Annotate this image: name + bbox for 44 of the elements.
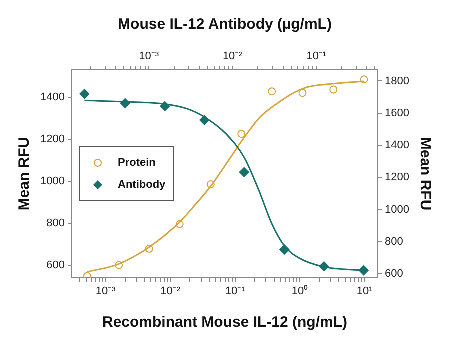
legend-label: Protein: [118, 157, 156, 170]
x-tick-label: 10⁻¹: [306, 50, 327, 62]
y-tick-label: 1400: [40, 91, 65, 104]
point: [80, 89, 90, 100]
point: [83, 272, 92, 278]
point: [200, 115, 210, 126]
y-tick-label: 1400: [385, 140, 410, 152]
y-tick-label: 800: [385, 236, 404, 248]
point: [239, 167, 250, 178]
y-tick-label: 1000: [385, 204, 410, 216]
point: [145, 245, 154, 254]
y-tick-label: 1000: [40, 175, 65, 188]
x-axis-title: Recombinant Mouse IL-12 (ng/mL): [102, 314, 348, 332]
point: [268, 88, 276, 96]
point: [330, 86, 338, 94]
point: [280, 244, 290, 255]
y-tick-label: 1800: [385, 75, 410, 88]
point: [176, 220, 184, 228]
y-tick-label: 1600: [385, 107, 410, 120]
point: [358, 266, 369, 276]
point: [160, 101, 170, 112]
y-axis-title: Mean RFU: [416, 137, 434, 211]
x-tick-label: 10⁻³: [96, 286, 116, 298]
legend-label: Antibody: [118, 179, 167, 192]
point: [360, 76, 368, 84]
y-axis-title: Mean RFU: [16, 137, 34, 211]
x-axis-title: Mouse IL-12 Antibody (µg/mL): [118, 16, 332, 34]
point: [120, 98, 130, 108]
y-tick-label: 1200: [40, 133, 65, 146]
x-tick-label: 10¹: [356, 286, 374, 298]
y-tick-label: 600: [46, 259, 65, 272]
y-tick-label: 800: [46, 217, 65, 230]
point: [115, 261, 124, 270]
x-tick-label: 10⁰: [292, 284, 308, 298]
point: [238, 130, 246, 138]
y-tick-label: 600: [385, 268, 404, 280]
point: [319, 262, 330, 272]
x-tick-label: 10⁻³: [139, 50, 160, 62]
x-tick-label: 10⁻²: [160, 286, 181, 298]
point: [298, 89, 307, 98]
x-tick-label: 10⁻¹: [225, 286, 246, 298]
x-tick-label: 10⁻²: [222, 50, 244, 62]
point: [206, 180, 215, 189]
y-tick-label: 1200: [385, 172, 410, 184]
